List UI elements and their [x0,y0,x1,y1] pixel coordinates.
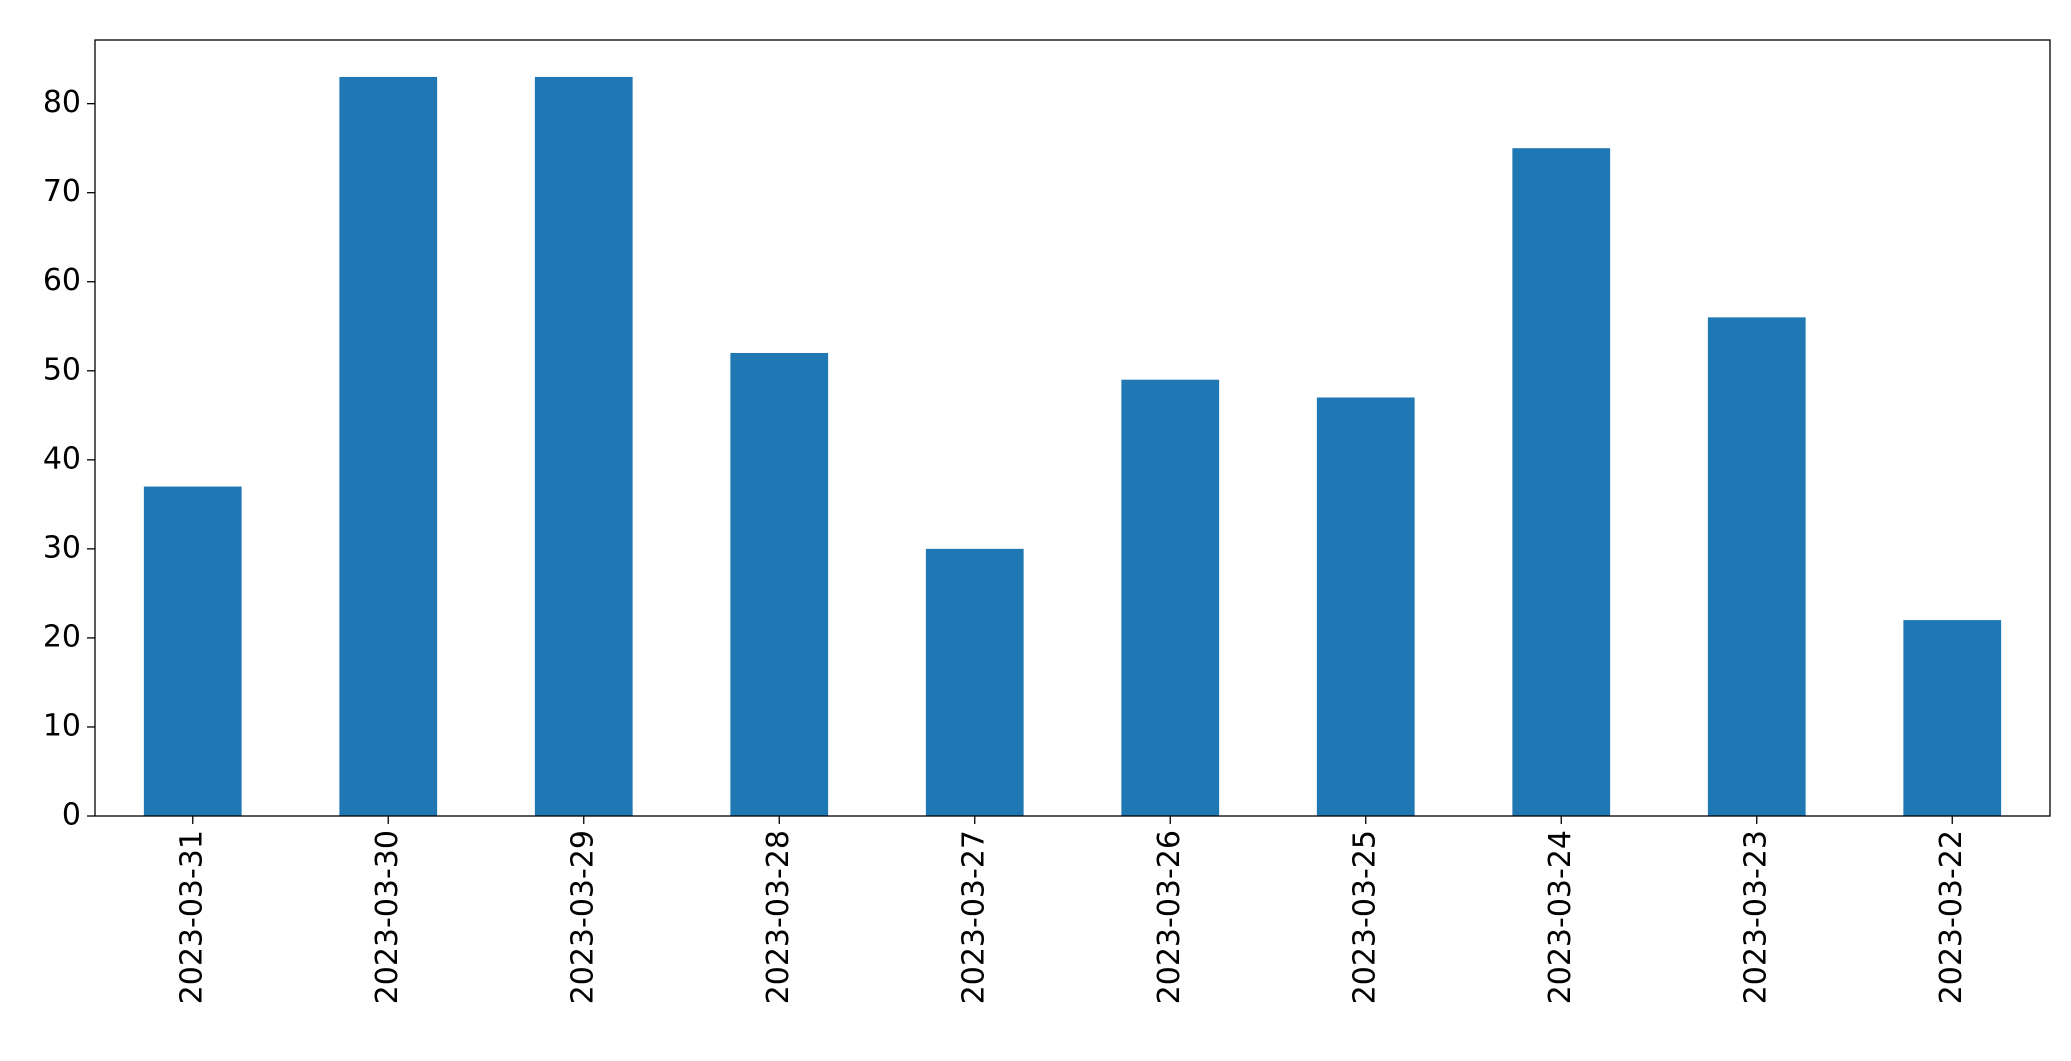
y-tick-label: 40 [43,441,81,476]
bar [730,352,829,816]
bar [1121,379,1220,816]
y-tick-label: 30 [43,530,81,565]
y-tick-label: 70 [43,174,81,209]
y-tick-label: 10 [43,708,81,743]
bar [534,76,633,816]
y-tick-label: 80 [43,85,81,120]
y-tick-label: 60 [43,263,81,298]
y-tick-label: 50 [43,352,81,387]
bar [925,548,1024,816]
bar [339,76,438,816]
axes-frame [94,39,2051,817]
x-tick-label: 2023-03-24 [1543,830,1578,1004]
x-tick-label: 2023-03-27 [956,830,991,1004]
y-tick-label: 20 [43,619,81,654]
x-tick-label: 2023-03-31 [174,830,209,1004]
bar [1512,148,1611,816]
bar [143,486,242,816]
x-tick-label: 2023-03-28 [761,830,796,1004]
bar [1707,317,1806,816]
y-tick-label: 0 [62,798,81,833]
x-tick-label: 2023-03-25 [1347,830,1382,1004]
x-tick-label: 2023-03-23 [1738,830,1773,1004]
bar [1903,620,2002,816]
x-tick-label: 2023-03-30 [370,830,405,1004]
x-tick-label: 2023-03-29 [565,830,600,1004]
x-tick-label: 2023-03-22 [1934,830,1969,1004]
x-tick-label: 2023-03-26 [1152,830,1187,1004]
bar [1316,397,1415,816]
